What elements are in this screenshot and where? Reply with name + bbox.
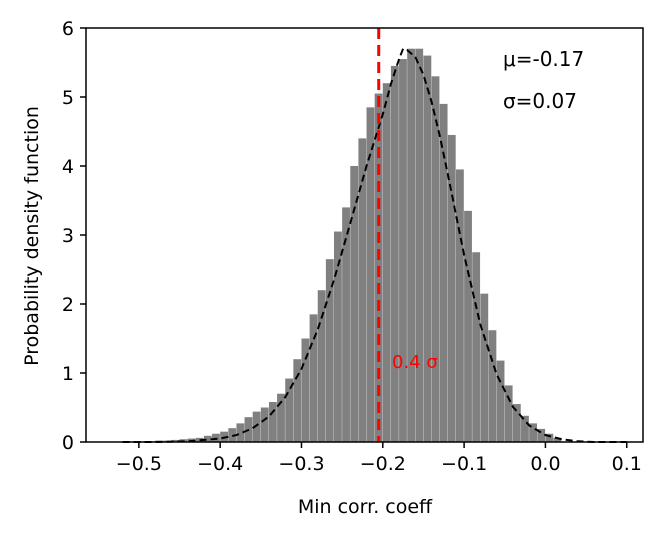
histogram-bar	[171, 439, 180, 442]
y-axis-ticks: 0 1 2 3 4 5 6	[62, 18, 86, 454]
histogram-bar	[293, 359, 302, 442]
histogram-bar	[203, 435, 212, 442]
histogram-bar	[439, 103, 448, 443]
histogram-bar	[545, 433, 554, 442]
x-tick-label: −0.4	[197, 453, 243, 475]
histogram-bar	[423, 55, 432, 442]
y-tick-label: 3	[62, 225, 74, 247]
y-tick-label: 5	[62, 87, 74, 109]
histogram-bar	[407, 48, 416, 442]
histogram-bar	[236, 423, 245, 442]
histogram-bar	[415, 48, 424, 442]
histogram-bar	[521, 415, 529, 442]
histogram-bar	[301, 338, 310, 442]
y-tick-label: 0	[62, 432, 74, 454]
sigma-annotation: σ=0.07	[503, 89, 577, 113]
histogram-bar	[447, 134, 456, 442]
x-tick-label: 0.0	[530, 453, 560, 475]
histogram-bar	[382, 83, 391, 442]
histogram-bar	[268, 401, 277, 442]
histogram-bar	[529, 423, 537, 442]
histogram-bar	[553, 437, 562, 442]
histogram-bar	[212, 433, 220, 442]
y-tick-label: 6	[62, 18, 74, 40]
y-tick-label: 4	[62, 156, 74, 178]
histogram-bar	[325, 259, 334, 442]
histogram-bar	[488, 330, 497, 442]
x-tick-label: −0.3	[278, 453, 324, 475]
histogram-bar	[317, 290, 326, 442]
histogram-bar	[366, 107, 375, 442]
y-tick-label: 2	[62, 294, 74, 316]
histogram-bar	[472, 252, 481, 442]
histogram-bar	[252, 411, 261, 442]
mu-annotation: μ=-0.17	[503, 47, 584, 71]
y-axis-label: Probability density function	[21, 106, 43, 366]
histogram-bar	[512, 404, 521, 442]
histogram-bar	[399, 59, 407, 443]
histogram-bar	[350, 166, 359, 442]
histogram-bar	[358, 138, 367, 442]
x-axis-label: Min corr. coeff	[298, 496, 433, 518]
histogram-bar	[504, 385, 513, 442]
histogram-bar	[277, 393, 285, 442]
histogram-bar	[342, 207, 350, 442]
y-tick-label: 1	[62, 363, 74, 385]
normal-fit-curve	[122, 47, 627, 443]
x-tick-label: −0.1	[441, 453, 487, 475]
x-tick-label: −0.5	[116, 453, 162, 475]
histogram-bar	[480, 293, 489, 442]
histogram-bar	[537, 428, 546, 442]
histogram-bar	[464, 210, 472, 442]
histogram-bar	[285, 378, 294, 442]
histogram-bar	[334, 231, 342, 442]
x-axis-ticks: −0.5 −0.4 −0.3 −0.2 −0.1 0.0 0.1	[116, 442, 642, 475]
histogram-bar	[309, 314, 318, 442]
histogram-bar	[260, 407, 269, 442]
histogram-bar	[390, 65, 399, 442]
histogram-bar	[431, 76, 440, 443]
histogram-bar	[455, 169, 464, 442]
histogram-bar	[496, 360, 505, 442]
x-tick-label: −0.2	[360, 453, 406, 475]
x-tick-label: 0.1	[612, 453, 642, 475]
threshold-line-label: 0.4 σ	[392, 352, 438, 373]
